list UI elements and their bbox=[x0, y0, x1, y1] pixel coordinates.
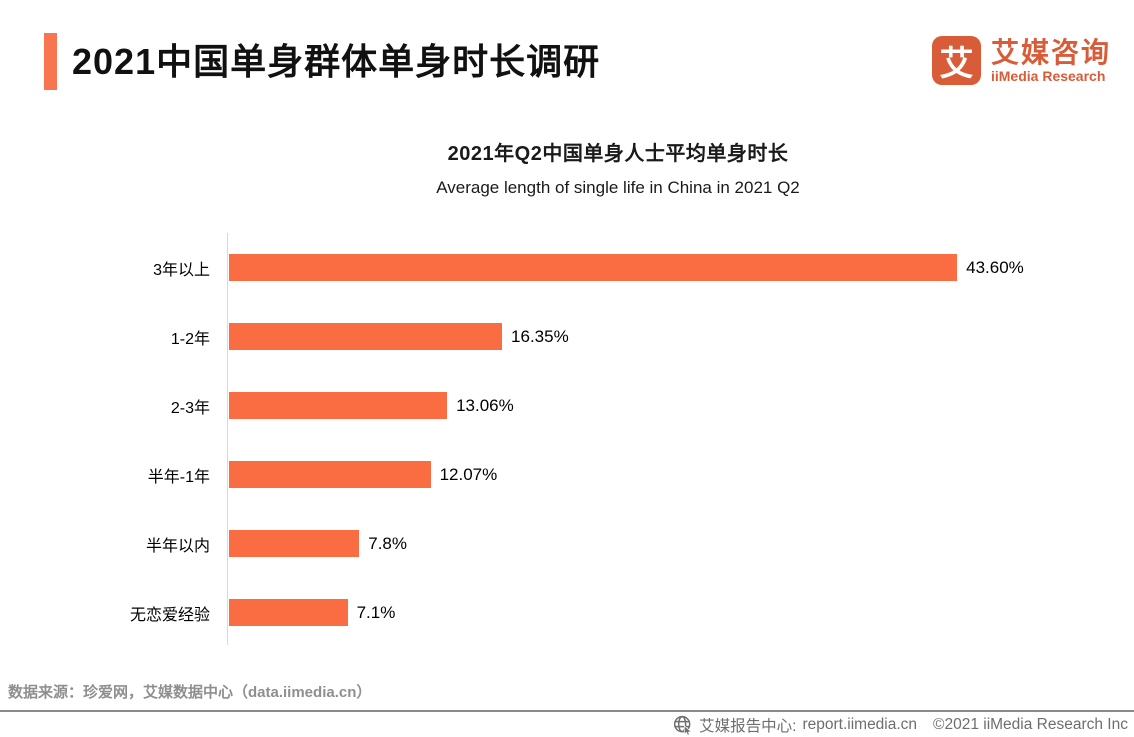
bar-track: 7.8% bbox=[229, 530, 1134, 557]
chart-title: 2021年Q2中国单身人士平均单身时长 bbox=[447, 143, 789, 165]
logo-name-cn: 艾媒咨询 bbox=[990, 36, 1111, 68]
iimedia-logo-text: 艾媒咨询 iiMedia Research bbox=[991, 37, 1111, 85]
category-label: 无恋爱经验 bbox=[129, 606, 210, 624]
bar bbox=[229, 599, 348, 626]
category-label: 1-2年 bbox=[170, 330, 210, 348]
value-label: 16.35% bbox=[511, 326, 569, 346]
bar bbox=[229, 254, 958, 281]
globe-cursor-icon bbox=[674, 715, 693, 735]
value-label: 7.8% bbox=[368, 533, 407, 553]
bar-row: 2-3年 13.06% bbox=[0, 371, 1134, 440]
bar-row: 1-2年 16.35% bbox=[0, 302, 1134, 371]
data-source-note: 数据来源：珍爱网，艾媒数据中心（data.iimedia.cn） bbox=[8, 684, 372, 701]
bar-track: 12.07% bbox=[229, 461, 1134, 488]
logo-name-en: iiMedia Research bbox=[990, 67, 1106, 84]
page-title: 2021中国单身群体单身时长调研 bbox=[72, 41, 601, 82]
bar bbox=[229, 323, 503, 350]
iimedia-logo-mark-icon: 艾 bbox=[931, 36, 981, 85]
category-label: 2-3年 bbox=[170, 399, 210, 417]
iimedia-logo: 艾 艾媒咨询 iiMedia Research bbox=[931, 36, 1111, 85]
copyright-text: ©2021 iiMedia Research Inc bbox=[933, 716, 1128, 733]
chart-subtitle: Average length of single life in China i… bbox=[436, 178, 800, 197]
bar-track: 43.60% bbox=[229, 254, 1134, 281]
value-label: 7.1% bbox=[356, 602, 396, 622]
footer-divider bbox=[0, 710, 1134, 712]
category-label: 半年-1年 bbox=[147, 468, 210, 486]
title-accent-bar bbox=[44, 33, 57, 90]
bar-track: 13.06% bbox=[229, 392, 1134, 419]
value-label: 13.06% bbox=[456, 395, 514, 415]
bar bbox=[229, 461, 431, 488]
bar-row: 半年以内 7.8% bbox=[0, 509, 1134, 578]
bar bbox=[229, 392, 448, 419]
category-label: 半年以内 bbox=[145, 537, 210, 555]
bar-track: 7.1% bbox=[229, 599, 1134, 626]
bar-chart: 3年以上 43.60% 1-2年 16.35% 2-3年 13.06% 半年-1年 12.07… bbox=[0, 233, 1134, 647]
bar-row: 无恋爱经验 7.1% bbox=[0, 578, 1134, 647]
category-label: 3年以上 bbox=[153, 261, 210, 279]
bar-rows: 3年以上 43.60% 1-2年 16.35% 2-3年 13.06% 半年-1年 12.07… bbox=[0, 233, 1134, 647]
value-label: 12.07% bbox=[439, 464, 498, 484]
footer-bottom: 艾媒报告中心: report.iimedia.cn ©2021 iiMedia … bbox=[673, 714, 1128, 736]
bar-row: 半年-1年 12.07% bbox=[0, 440, 1134, 509]
y-axis-line bbox=[227, 233, 228, 645]
value-label: 43.60% bbox=[966, 257, 1024, 277]
bar-track: 16.35% bbox=[229, 323, 1134, 350]
bar bbox=[229, 530, 360, 557]
report-center-label: 艾媒报告中心: bbox=[699, 718, 797, 735]
report-center-url: report.iimedia.cn bbox=[802, 716, 918, 733]
bar-row: 3年以上 43.60% bbox=[0, 233, 1134, 302]
chart-header: 2021年Q2中国单身人士平均单身时长 Average length of si… bbox=[227, 137, 1009, 198]
